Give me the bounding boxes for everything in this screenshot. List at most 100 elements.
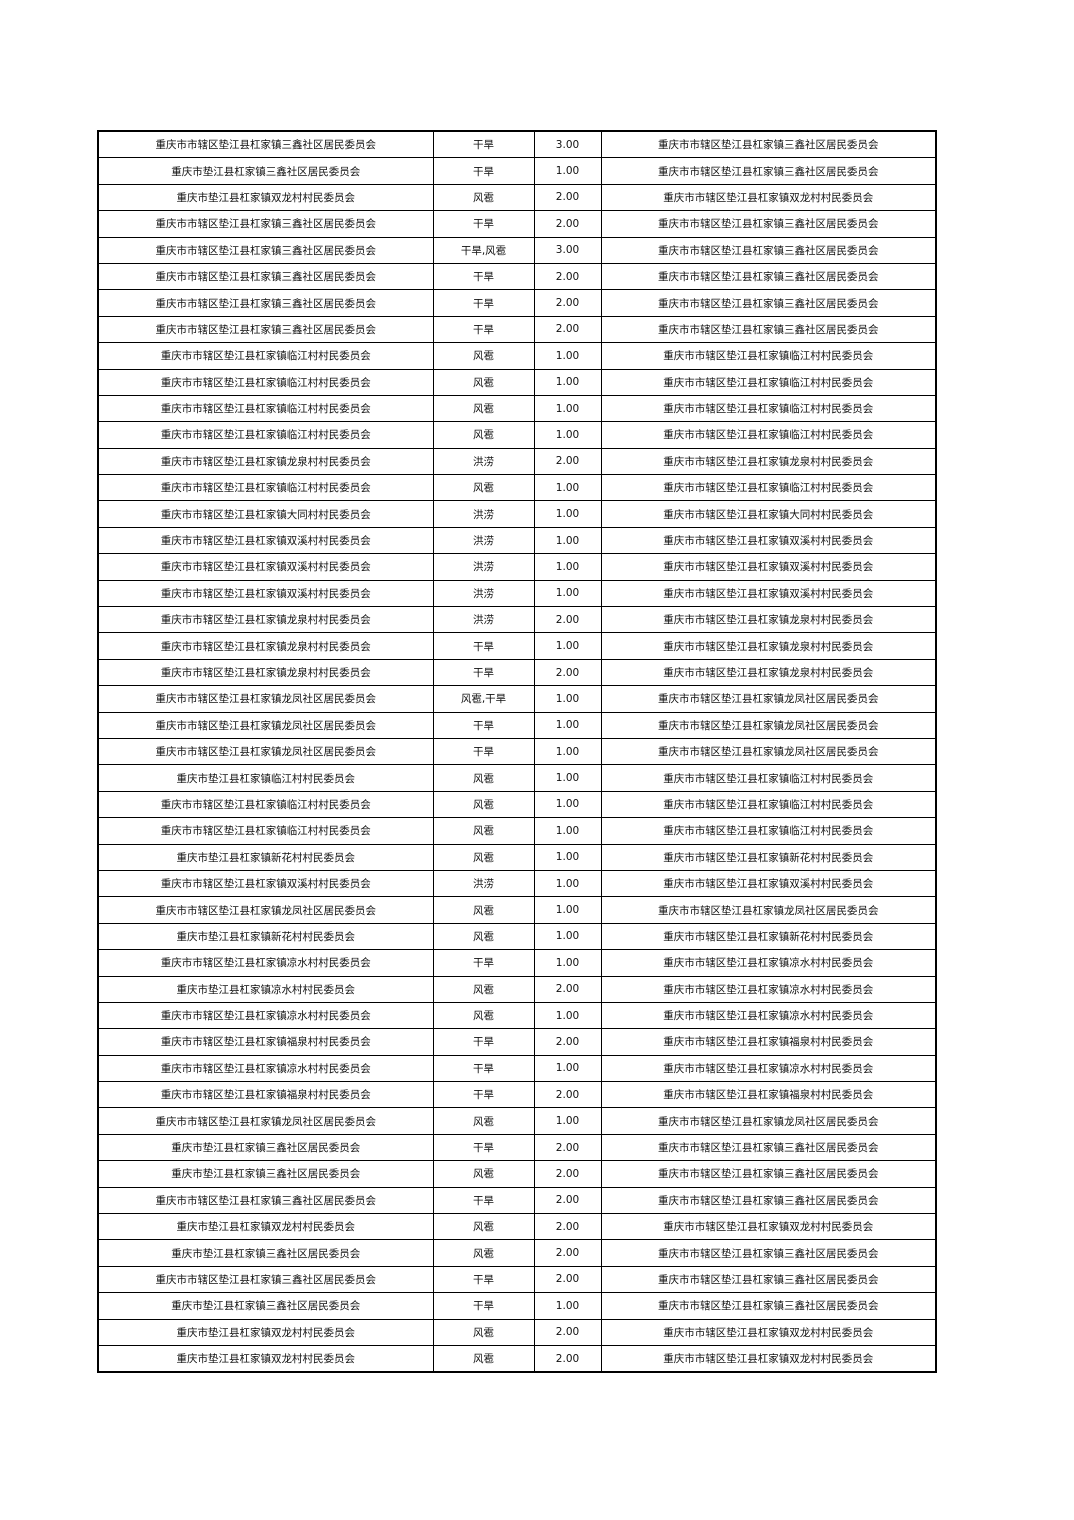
table-row: 重庆市市辖区垫江县杠家镇福泉村村民委员会 干旱 2.00 重庆市市辖区垫江县杠家镇福泉…	[97, 1081, 937, 1109]
disaster-type-cell: 风雹,干旱	[432, 685, 535, 713]
organization-cell: 重庆市市辖区垫江县杠家镇三鑫社区居民委员会	[600, 315, 937, 344]
organization-cell: 重庆市市辖区垫江县杠家镇三鑫社区居民委员会	[600, 130, 937, 159]
organization-cell: 重庆市市辖区垫江县杠家镇双龙村村民委员会	[600, 1344, 937, 1373]
applicant-cell: 重庆市市辖区垫江县杠家镇临江村村民委员会	[97, 817, 434, 845]
applicant-cell: 重庆市市辖区垫江县杠家镇龙凤社区居民委员会	[97, 896, 434, 924]
disaster-type-cell: 风雹	[432, 896, 535, 924]
amount-cell: 2.00	[533, 1213, 602, 1241]
amount-cell: 1.00	[533, 711, 602, 739]
disaster-type-cell: 风雹	[432, 394, 535, 423]
disaster-type-cell: 干旱	[432, 1133, 535, 1162]
table-body: 重庆市市辖区垫江县杠家镇三鑫社区居民委员会 干旱 3.00 重庆市市辖区垫江县杠家镇三…	[97, 130, 937, 1373]
disaster-type-cell: 干旱	[432, 1081, 535, 1109]
table-row: 重庆市垫江县杠家镇新花村村民委员会 风雹 1.00 重庆市市辖区垫江县杠家镇新花村村民…	[97, 843, 937, 871]
table-row: 重庆市市辖区垫江县杠家镇大同村村民委员会 洪涝 1.00 重庆市市辖区垫江县杠家镇大同…	[97, 500, 937, 528]
disaster-type-cell: 洪涝	[432, 500, 535, 528]
applicant-cell: 重庆市市辖区垫江县杠家镇龙凤社区居民委员会	[97, 737, 434, 766]
amount-cell: 1.00	[533, 157, 602, 185]
applicant-cell: 重庆市市辖区垫江县杠家镇福泉村村民委员会	[97, 1081, 434, 1109]
organization-cell: 重庆市市辖区垫江县杠家镇龙凤社区居民委员会	[600, 737, 937, 766]
table-row: 重庆市市辖区垫江县杠家镇双溪村村民委员会 洪涝 1.00 重庆市市辖区垫江县杠家镇双溪…	[97, 526, 937, 555]
disaster-type-cell: 干旱	[432, 315, 535, 344]
table-row: 重庆市市辖区垫江县杠家镇凉水村村民委员会 干旱 1.00 重庆市市辖区垫江县杠家镇凉水…	[97, 1054, 937, 1083]
table-row: 重庆市市辖区垫江县杠家镇凉水村村民委员会 风雹 1.00 重庆市市辖区垫江县杠家镇凉水…	[97, 1001, 937, 1030]
applicant-cell: 重庆市市辖区垫江县杠家镇凉水村村民委员会	[97, 1001, 434, 1030]
organization-cell: 重庆市市辖区垫江县杠家镇大同村村民委员会	[600, 500, 937, 528]
disaster-records-table: 重庆市市辖区垫江县杠家镇三鑫社区居民委员会 干旱 3.00 重庆市市辖区垫江县杠家镇三…	[97, 130, 937, 1374]
table-row: 重庆市市辖区垫江县杠家镇龙凤社区居民委员会 风雹 1.00 重庆市市辖区垫江县杠家镇龙…	[97, 896, 937, 924]
applicant-cell: 重庆市市辖区垫江县杠家镇双溪村村民委员会	[97, 553, 434, 581]
organization-cell: 重庆市市辖区垫江县杠家镇龙泉村村民委员会	[600, 447, 937, 476]
disaster-type-cell: 风雹	[432, 1239, 535, 1267]
disaster-type-cell: 洪涝	[432, 606, 535, 634]
disaster-type-cell: 干旱	[432, 711, 535, 739]
organization-cell: 重庆市市辖区垫江县杠家镇临江村村民委员会	[600, 474, 937, 502]
applicant-cell: 重庆市市辖区垫江县杠家镇龙泉村村民委员会	[97, 606, 434, 634]
amount-cell: 1.00	[533, 790, 602, 819]
amount-cell: 1.00	[533, 685, 602, 713]
organization-cell: 重庆市市辖区垫江县杠家镇临江村村民委员会	[600, 368, 937, 396]
disaster-type-cell: 风雹	[432, 1213, 535, 1241]
table-row: 重庆市市辖区垫江县杠家镇临江村村民委员会 风雹 1.00 重庆市市辖区垫江县杠家镇临江…	[97, 790, 937, 819]
amount-cell: 2.00	[533, 975, 602, 1003]
disaster-type-cell: 洪涝	[432, 447, 535, 476]
applicant-cell: 重庆市垫江县杠家镇双龙村村民委员会	[97, 1344, 434, 1373]
table-row: 重庆市垫江县杠家镇凉水村村民委员会 风雹 2.00 重庆市市辖区垫江县杠家镇凉水村村民…	[97, 975, 937, 1003]
amount-cell: 1.00	[533, 1054, 602, 1083]
organization-cell: 重庆市市辖区垫江县杠家镇三鑫社区居民委员会	[600, 1239, 937, 1267]
organization-cell: 重庆市市辖区垫江县杠家镇凉水村村民委员会	[600, 1054, 937, 1083]
table-row: 重庆市市辖区垫江县杠家镇龙凤社区居民委员会 干旱 1.00 重庆市市辖区垫江县杠家镇龙…	[97, 711, 937, 739]
organization-cell: 重庆市市辖区垫江县杠家镇三鑫社区居民委员会	[600, 210, 937, 238]
disaster-type-cell: 干旱	[432, 262, 535, 291]
applicant-cell: 重庆市市辖区垫江县杠家镇临江村村民委员会	[97, 394, 434, 423]
organization-cell: 重庆市市辖区垫江县杠家镇临江村村民委员会	[600, 764, 937, 792]
organization-cell: 重庆市市辖区垫江县杠家镇三鑫社区居民委员会	[600, 236, 937, 264]
organization-cell: 重庆市市辖区垫江县杠家镇三鑫社区居民委员会	[600, 1133, 937, 1162]
applicant-cell: 重庆市市辖区垫江县杠家镇福泉村村民委员会	[97, 1028, 434, 1056]
organization-cell: 重庆市市辖区垫江县杠家镇临江村村民委员会	[600, 421, 937, 449]
amount-cell: 3.00	[533, 236, 602, 264]
table-row: 重庆市垫江县杠家镇三鑫社区居民委员会 风雹 2.00 重庆市市辖区垫江县杠家镇三鑫社区…	[97, 1239, 937, 1267]
applicant-cell: 重庆市垫江县杠家镇三鑫社区居民委员会	[97, 1292, 434, 1320]
applicant-cell: 重庆市市辖区垫江县杠家镇三鑫社区居民委员会	[97, 236, 434, 264]
applicant-cell: 重庆市垫江县杠家镇双龙村村民委员会	[97, 1213, 434, 1241]
disaster-type-cell: 干旱	[432, 737, 535, 766]
organization-cell: 重庆市市辖区垫江县杠家镇龙凤社区居民委员会	[600, 896, 937, 924]
organization-cell: 重庆市市辖区垫江县杠家镇龙泉村村民委员会	[600, 632, 937, 660]
organization-cell: 重庆市市辖区垫江县杠家镇临江村村民委员会	[600, 790, 937, 819]
amount-cell: 1.00	[533, 500, 602, 528]
table-row: 重庆市垫江县杠家镇双龙村村民委员会 风雹 2.00 重庆市市辖区垫江县杠家镇双龙村村民…	[97, 1318, 937, 1346]
disaster-type-cell: 干旱,风雹	[432, 236, 535, 264]
organization-cell: 重庆市市辖区垫江县杠家镇龙凤社区居民委员会	[600, 1107, 937, 1135]
applicant-cell: 重庆市市辖区垫江县杠家镇三鑫社区居民委员会	[97, 315, 434, 344]
amount-cell: 2.00	[533, 1239, 602, 1267]
organization-cell: 重庆市市辖区垫江县杠家镇临江村村民委员会	[600, 817, 937, 845]
organization-cell: 重庆市市辖区垫江县杠家镇龙泉村村民委员会	[600, 606, 937, 634]
applicant-cell: 重庆市市辖区垫江县杠家镇临江村村民委员会	[97, 421, 434, 449]
applicant-cell: 重庆市垫江县杠家镇临江村村民委员会	[97, 764, 434, 792]
disaster-type-cell: 风雹	[432, 790, 535, 819]
table-row: 重庆市市辖区垫江县杠家镇龙凤社区居民委员会 风雹 1.00 重庆市市辖区垫江县杠家镇龙…	[97, 1107, 937, 1135]
applicant-cell: 重庆市市辖区垫江县杠家镇临江村村民委员会	[97, 368, 434, 396]
disaster-type-cell: 风雹	[432, 922, 535, 951]
amount-cell: 2.00	[533, 1344, 602, 1373]
applicant-cell: 重庆市垫江县杠家镇新花村村民委员会	[97, 922, 434, 951]
table-row: 重庆市市辖区垫江县杠家镇三鑫社区居民委员会 干旱,风雹 3.00 重庆市市辖区垫江县杠…	[97, 236, 937, 264]
amount-cell: 3.00	[533, 130, 602, 159]
amount-cell: 2.00	[533, 183, 602, 212]
amount-cell: 1.00	[533, 843, 602, 871]
amount-cell: 1.00	[533, 526, 602, 555]
disaster-type-cell: 风雹	[432, 368, 535, 396]
table-row: 重庆市市辖区垫江县杠家镇三鑫社区居民委员会 干旱 2.00 重庆市市辖区垫江县杠家镇三…	[97, 315, 937, 344]
table-row: 重庆市市辖区垫江县杠家镇临江村村民委员会 风雹 1.00 重庆市市辖区垫江县杠家镇临江…	[97, 474, 937, 502]
amount-cell: 1.00	[533, 474, 602, 502]
amount-cell: 1.00	[533, 553, 602, 581]
amount-cell: 2.00	[533, 262, 602, 291]
amount-cell: 1.00	[533, 579, 602, 608]
amount-cell: 2.00	[533, 658, 602, 687]
disaster-type-cell: 风雹	[432, 1001, 535, 1030]
organization-cell: 重庆市市辖区垫江县杠家镇临江村村民委员会	[600, 342, 937, 370]
table-row: 重庆市垫江县杠家镇新花村村民委员会 风雹 1.00 重庆市市辖区垫江县杠家镇新花村村民…	[97, 922, 937, 951]
amount-cell: 1.00	[533, 764, 602, 792]
amount-cell: 2.00	[533, 315, 602, 344]
